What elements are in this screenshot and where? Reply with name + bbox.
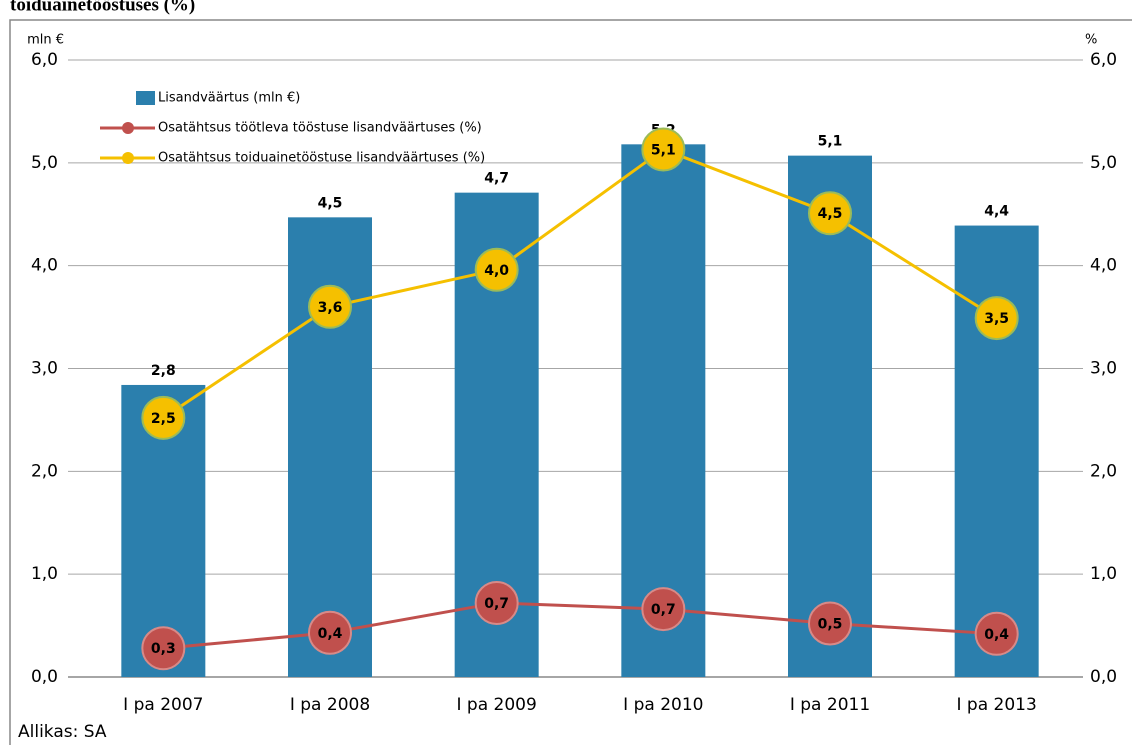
y-tick-label: 4,0 bbox=[31, 256, 58, 276]
bar-value-label: 4,7 bbox=[484, 171, 509, 187]
line bbox=[163, 601, 997, 650]
x-tick-label: I pa 2010 bbox=[623, 695, 703, 715]
y-tick-label: 3,0 bbox=[31, 359, 58, 379]
point-value-label: 0,7 bbox=[484, 596, 509, 612]
legend-label: Osatähtsus toiduainetööstuse lisandväärt… bbox=[158, 151, 485, 166]
marker bbox=[808, 191, 852, 236]
marker bbox=[141, 395, 186, 440]
line bbox=[162, 147, 998, 420]
bar-value-label: 4,4 bbox=[984, 204, 1009, 220]
legend-label: Lisandväärtus (mln €) bbox=[158, 91, 300, 106]
legend-marker bbox=[122, 122, 134, 134]
y2-tick-label: 1,0 bbox=[1090, 564, 1117, 584]
point-value-label: 0,5 bbox=[818, 617, 843, 633]
marker bbox=[141, 626, 186, 671]
y-axis-label: mln € bbox=[27, 33, 64, 48]
y-tick-label: 6,0 bbox=[31, 50, 58, 70]
marker bbox=[974, 611, 1019, 656]
marker bbox=[641, 587, 686, 632]
bar bbox=[788, 155, 872, 677]
x-tick-label: I pa 2008 bbox=[290, 695, 370, 715]
point-value-label: 4,0 bbox=[484, 263, 509, 279]
marker bbox=[974, 296, 1019, 341]
marker bbox=[308, 284, 352, 329]
marker bbox=[474, 580, 519, 625]
point-value-label: 5,1 bbox=[651, 142, 676, 158]
marker bbox=[474, 247, 519, 292]
point-value-label: 0,4 bbox=[318, 626, 343, 642]
x-tick-label: I pa 2007 bbox=[123, 695, 203, 715]
bar-value-label: 2,8 bbox=[151, 363, 176, 379]
source: Allikas: SA bbox=[18, 722, 107, 742]
legend-swatch bbox=[136, 91, 155, 105]
chart-title: toiduainetööstuses (%) bbox=[10, 0, 195, 15]
bar-value-label: 5,1 bbox=[818, 134, 843, 150]
y-tick-label: 5,0 bbox=[31, 153, 58, 173]
y2-tick-label: 2,0 bbox=[1090, 461, 1117, 481]
point-value-label: 0,7 bbox=[651, 602, 676, 618]
y2-tick-label: 4,0 bbox=[1090, 256, 1117, 276]
legend-label: Osatähtsus töötleva tööstuse lisandväärt… bbox=[158, 121, 482, 136]
y-tick-label: 1,0 bbox=[31, 564, 58, 584]
marker bbox=[641, 127, 686, 172]
marker bbox=[308, 610, 352, 655]
y2-axis-label: % bbox=[1085, 33, 1097, 48]
point-value-label: 4,5 bbox=[818, 206, 843, 222]
bar bbox=[954, 225, 1039, 678]
bar-value-label: 4,5 bbox=[318, 195, 343, 211]
y-tick-label: 0,0 bbox=[31, 667, 58, 687]
chart-frame bbox=[9, 19, 1132, 745]
point-value-label: 2,5 bbox=[151, 411, 176, 427]
x-tick-label: I pa 2013 bbox=[957, 695, 1037, 715]
legend-marker bbox=[122, 152, 134, 164]
y2-tick-label: 6,0 bbox=[1090, 50, 1117, 70]
point-value-label: 0,4 bbox=[984, 627, 1009, 643]
y2-tick-label: 3,0 bbox=[1090, 359, 1117, 379]
y2-tick-label: 0,0 bbox=[1090, 667, 1117, 687]
y-tick-label: 2,0 bbox=[31, 461, 58, 481]
x-tick-label: I pa 2011 bbox=[790, 695, 870, 715]
point-value-label: 3,5 bbox=[984, 311, 1009, 327]
point-value-label: 3,6 bbox=[318, 300, 343, 316]
x-tick-label: I pa 2009 bbox=[457, 695, 537, 715]
marker bbox=[808, 601, 852, 646]
point-value-label: 0,3 bbox=[151, 641, 176, 657]
y2-tick-label: 5,0 bbox=[1090, 153, 1117, 173]
